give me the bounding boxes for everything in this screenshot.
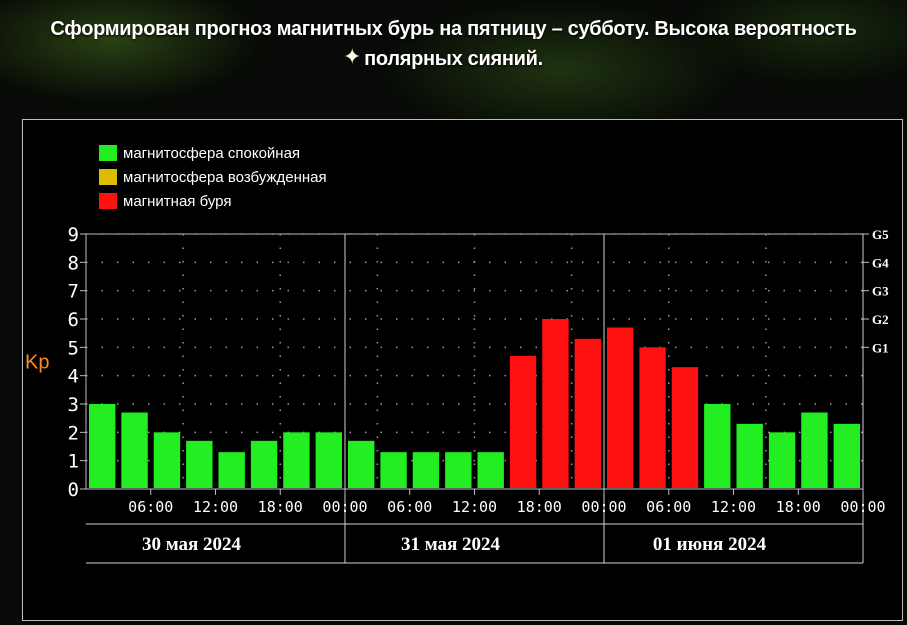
x-tick-label: 00:00 (581, 498, 626, 516)
x-tick-label: 12:00 (452, 498, 497, 516)
g-scale-label: G4 (872, 255, 889, 270)
x-tick-label: 00:00 (322, 498, 367, 516)
star-glyph: ✦ (343, 45, 362, 70)
legend-swatch (99, 169, 117, 185)
y-tick-label: 2 (68, 422, 79, 444)
y-tick-label: 9 (68, 224, 79, 246)
y-tick-label: 0 (68, 479, 79, 501)
kp-bar (671, 367, 699, 488)
g-scale-label: G2 (872, 312, 889, 327)
x-tick-label: 06:00 (387, 498, 432, 516)
kp-bar (250, 440, 278, 488)
kp-bar (607, 327, 634, 488)
x-tick-label: 12:00 (193, 498, 238, 516)
kp-bar (768, 432, 796, 488)
kp-bar (348, 440, 375, 488)
kp-bar (833, 423, 860, 488)
x-tick-label: 18:00 (776, 498, 821, 516)
x-tick-label: 06:00 (128, 498, 173, 516)
y-tick-label: 4 (68, 366, 79, 388)
kp-bar (574, 338, 601, 488)
date-label: 31 мая 2024 (401, 534, 501, 555)
x-tick-label: 18:00 (258, 498, 303, 516)
g-scale-label: G5 (872, 227, 889, 242)
y-axis-label: Kp (25, 352, 49, 374)
kp-bar (509, 355, 537, 488)
y-tick-label: 6 (68, 309, 79, 331)
chart-panel: магнитосфера спокойная магнитосфера возбу… (22, 119, 903, 621)
y-tick-label: 5 (68, 337, 79, 359)
kp-bar (639, 347, 666, 488)
legend-label: магнитосфера спокойная (123, 145, 300, 162)
kp-bar (283, 432, 310, 488)
kp-bar (315, 432, 342, 488)
g-scale-label: G1 (872, 340, 889, 355)
legend-swatch (99, 145, 117, 161)
y-tick-label: 8 (68, 252, 79, 274)
kp-bar (445, 452, 472, 488)
kp-index-chart: магнитосфера спокойная магнитосфера возбу… (25, 145, 889, 564)
y-tick-label: 1 (68, 451, 79, 473)
legend-label: магнитная буря (123, 193, 231, 210)
legend-swatch (99, 193, 117, 209)
kp-bar (153, 432, 181, 488)
x-tick-label: 00:00 (840, 498, 885, 516)
kp-bar (736, 423, 763, 488)
date-label: 30 мая 2024 (142, 534, 242, 555)
kp-bar (89, 404, 116, 488)
y-tick-label: 7 (68, 281, 79, 303)
legend-label: магнитосфера возбужденная (123, 169, 327, 186)
kp-bar (218, 452, 245, 488)
kp-bar (380, 452, 407, 488)
kp-bar (801, 412, 828, 488)
kp-bar (542, 319, 569, 488)
g-scale-label: G3 (872, 284, 889, 299)
kp-bar (186, 440, 213, 488)
x-tick-label: 12:00 (711, 498, 756, 516)
x-tick-label: 18:00 (517, 498, 562, 516)
page-title: Сформирован прогноз магнитных бурь на пя… (50, 18, 857, 70)
kp-bar (412, 452, 440, 488)
kp-bar (477, 452, 504, 488)
kp-bar (704, 404, 731, 488)
x-tick-label: 06:00 (646, 498, 691, 516)
date-label: 01 июня 2024 (653, 534, 767, 555)
y-tick-label: 3 (68, 394, 79, 416)
kp-bar (121, 412, 148, 488)
